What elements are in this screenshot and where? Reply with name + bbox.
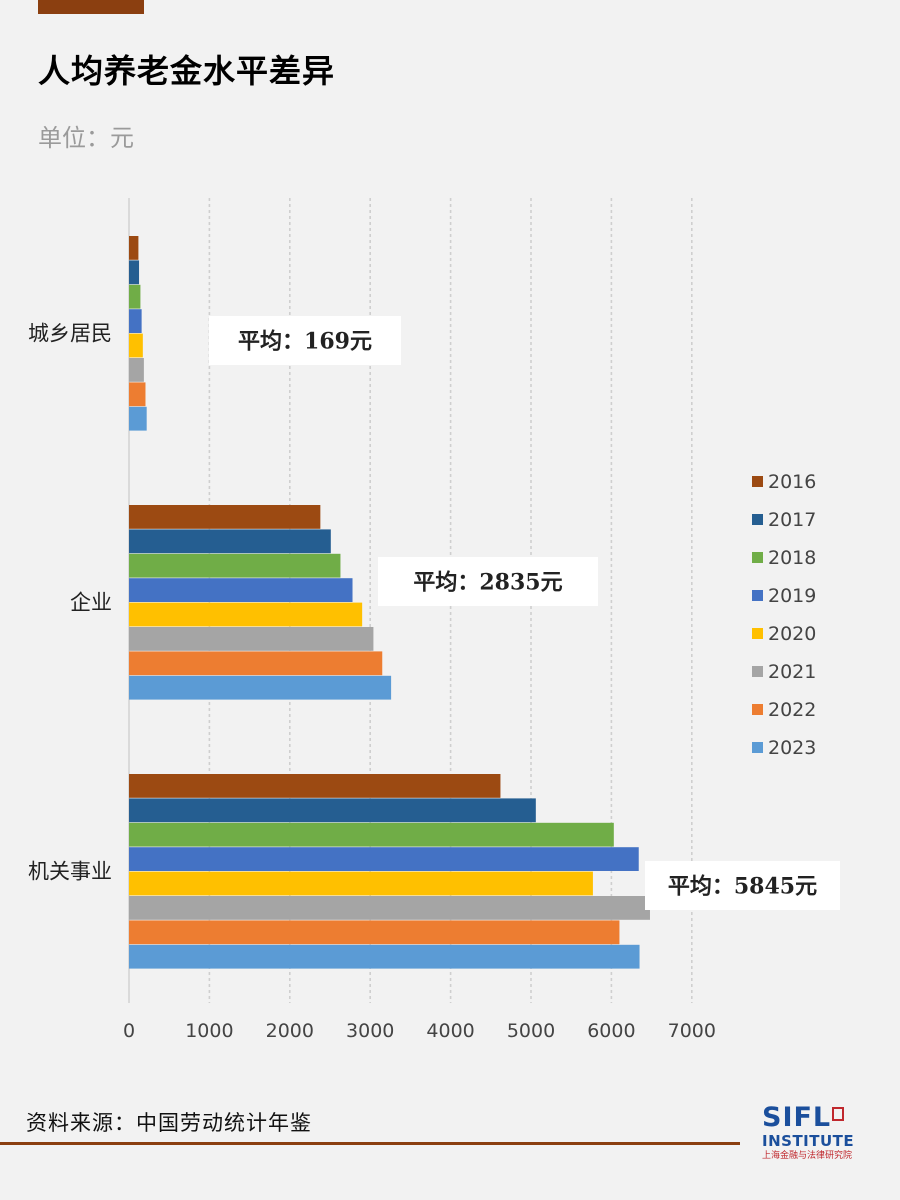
x-tick-label-7000: 7000 (668, 1020, 716, 1042)
bar-2-2017 (129, 798, 536, 823)
avg-box-0 (209, 316, 401, 365)
avg-label-0: 平均：169元 (238, 329, 372, 355)
bar-1-2019 (129, 578, 353, 602)
bar-2-2021 (129, 896, 650, 920)
bar-0-2021 (129, 358, 144, 382)
legend-label-2017: 2017 (768, 509, 816, 531)
legend-swatch-2022 (752, 704, 763, 715)
legend-swatch-2016 (752, 476, 763, 487)
bar-1-2016 (129, 505, 321, 529)
unit-label: 单位：元 (38, 124, 134, 152)
avg-box-2 (645, 861, 840, 910)
avg-label-2: 平均：5845元 (668, 874, 817, 900)
category-label-1: 企业 (70, 591, 112, 615)
logo-main-text: SIFL (762, 1104, 872, 1132)
avg-box-1 (378, 557, 598, 606)
bar-1-2021 (129, 627, 374, 651)
bar-chart: 0 1000 2000 3000 4000 5000 6000 7000城乡居民企业机关事业平… (28, 198, 840, 1042)
bar-0-2023 (129, 406, 147, 431)
legend-label-2016: 2016 (768, 471, 816, 493)
category-label-2: 机关事业 (28, 860, 112, 884)
bar-1-2020 (129, 602, 363, 627)
legend-swatch-2021 (752, 666, 763, 677)
page-title: 人均养老金水平差异 (38, 52, 336, 90)
x-tick-label-1000: 1000 (185, 1020, 233, 1042)
legend-swatch-2020 (752, 628, 763, 639)
bar-2-2018 (129, 822, 614, 847)
legend-label-2019: 2019 (768, 585, 816, 607)
bar-2-2020 (129, 871, 593, 896)
legend-label-2020: 2020 (768, 623, 816, 645)
x-tick-label-2000: 2000 (266, 1020, 314, 1042)
logo-sub-text: INSTITUTE (762, 1132, 855, 1150)
legend-label-2022: 2022 (768, 699, 816, 721)
legend-label-2023: 2023 (768, 737, 816, 759)
legend-swatch-2018 (752, 552, 763, 563)
legend-swatch-2017 (752, 514, 763, 525)
bar-0-2018 (129, 284, 141, 309)
bar-1-2017 (129, 529, 331, 554)
bar-2-2023 (129, 944, 640, 969)
bar-0-2017 (129, 260, 140, 285)
bar-1-2022 (129, 651, 383, 676)
source-text: 资料来源：中国劳动统计年鉴 (26, 1111, 312, 1135)
top-accent-bar (38, 0, 144, 14)
bar-0-2019 (129, 309, 142, 333)
legend-swatch-2019 (752, 590, 763, 601)
x-tick-label-6000: 6000 (587, 1020, 635, 1042)
legend-swatch-2023 (752, 742, 763, 753)
bar-1-2018 (129, 553, 341, 578)
bar-0-2020 (129, 333, 143, 358)
x-tick-label-3000: 3000 (346, 1020, 394, 1042)
avg-label-1: 平均：2835元 (413, 570, 562, 596)
bar-2-2022 (129, 920, 620, 945)
logo-cn-text: 上海金融与法律研究院 (762, 1151, 853, 1161)
legend-label-2018: 2018 (768, 547, 816, 569)
bottom-divider (0, 1142, 740, 1145)
legend-label-2021: 2021 (768, 661, 816, 683)
x-tick-label-4000: 4000 (426, 1020, 474, 1042)
bar-2-2016 (129, 774, 501, 798)
bar-0-2016 (129, 236, 139, 260)
bar-2-2019 (129, 847, 639, 871)
sifl-logo: SIFL INSTITUTE 上海金融与法律研究院 (762, 1104, 872, 1174)
x-tick-label-0: 0 (123, 1020, 135, 1042)
category-label-0: 城乡居民 (28, 322, 112, 346)
logo-mark-icon (832, 1107, 845, 1121)
bar-1-2023 (129, 675, 392, 700)
bar-0-2022 (129, 382, 146, 407)
x-tick-label-5000: 5000 (507, 1020, 555, 1042)
